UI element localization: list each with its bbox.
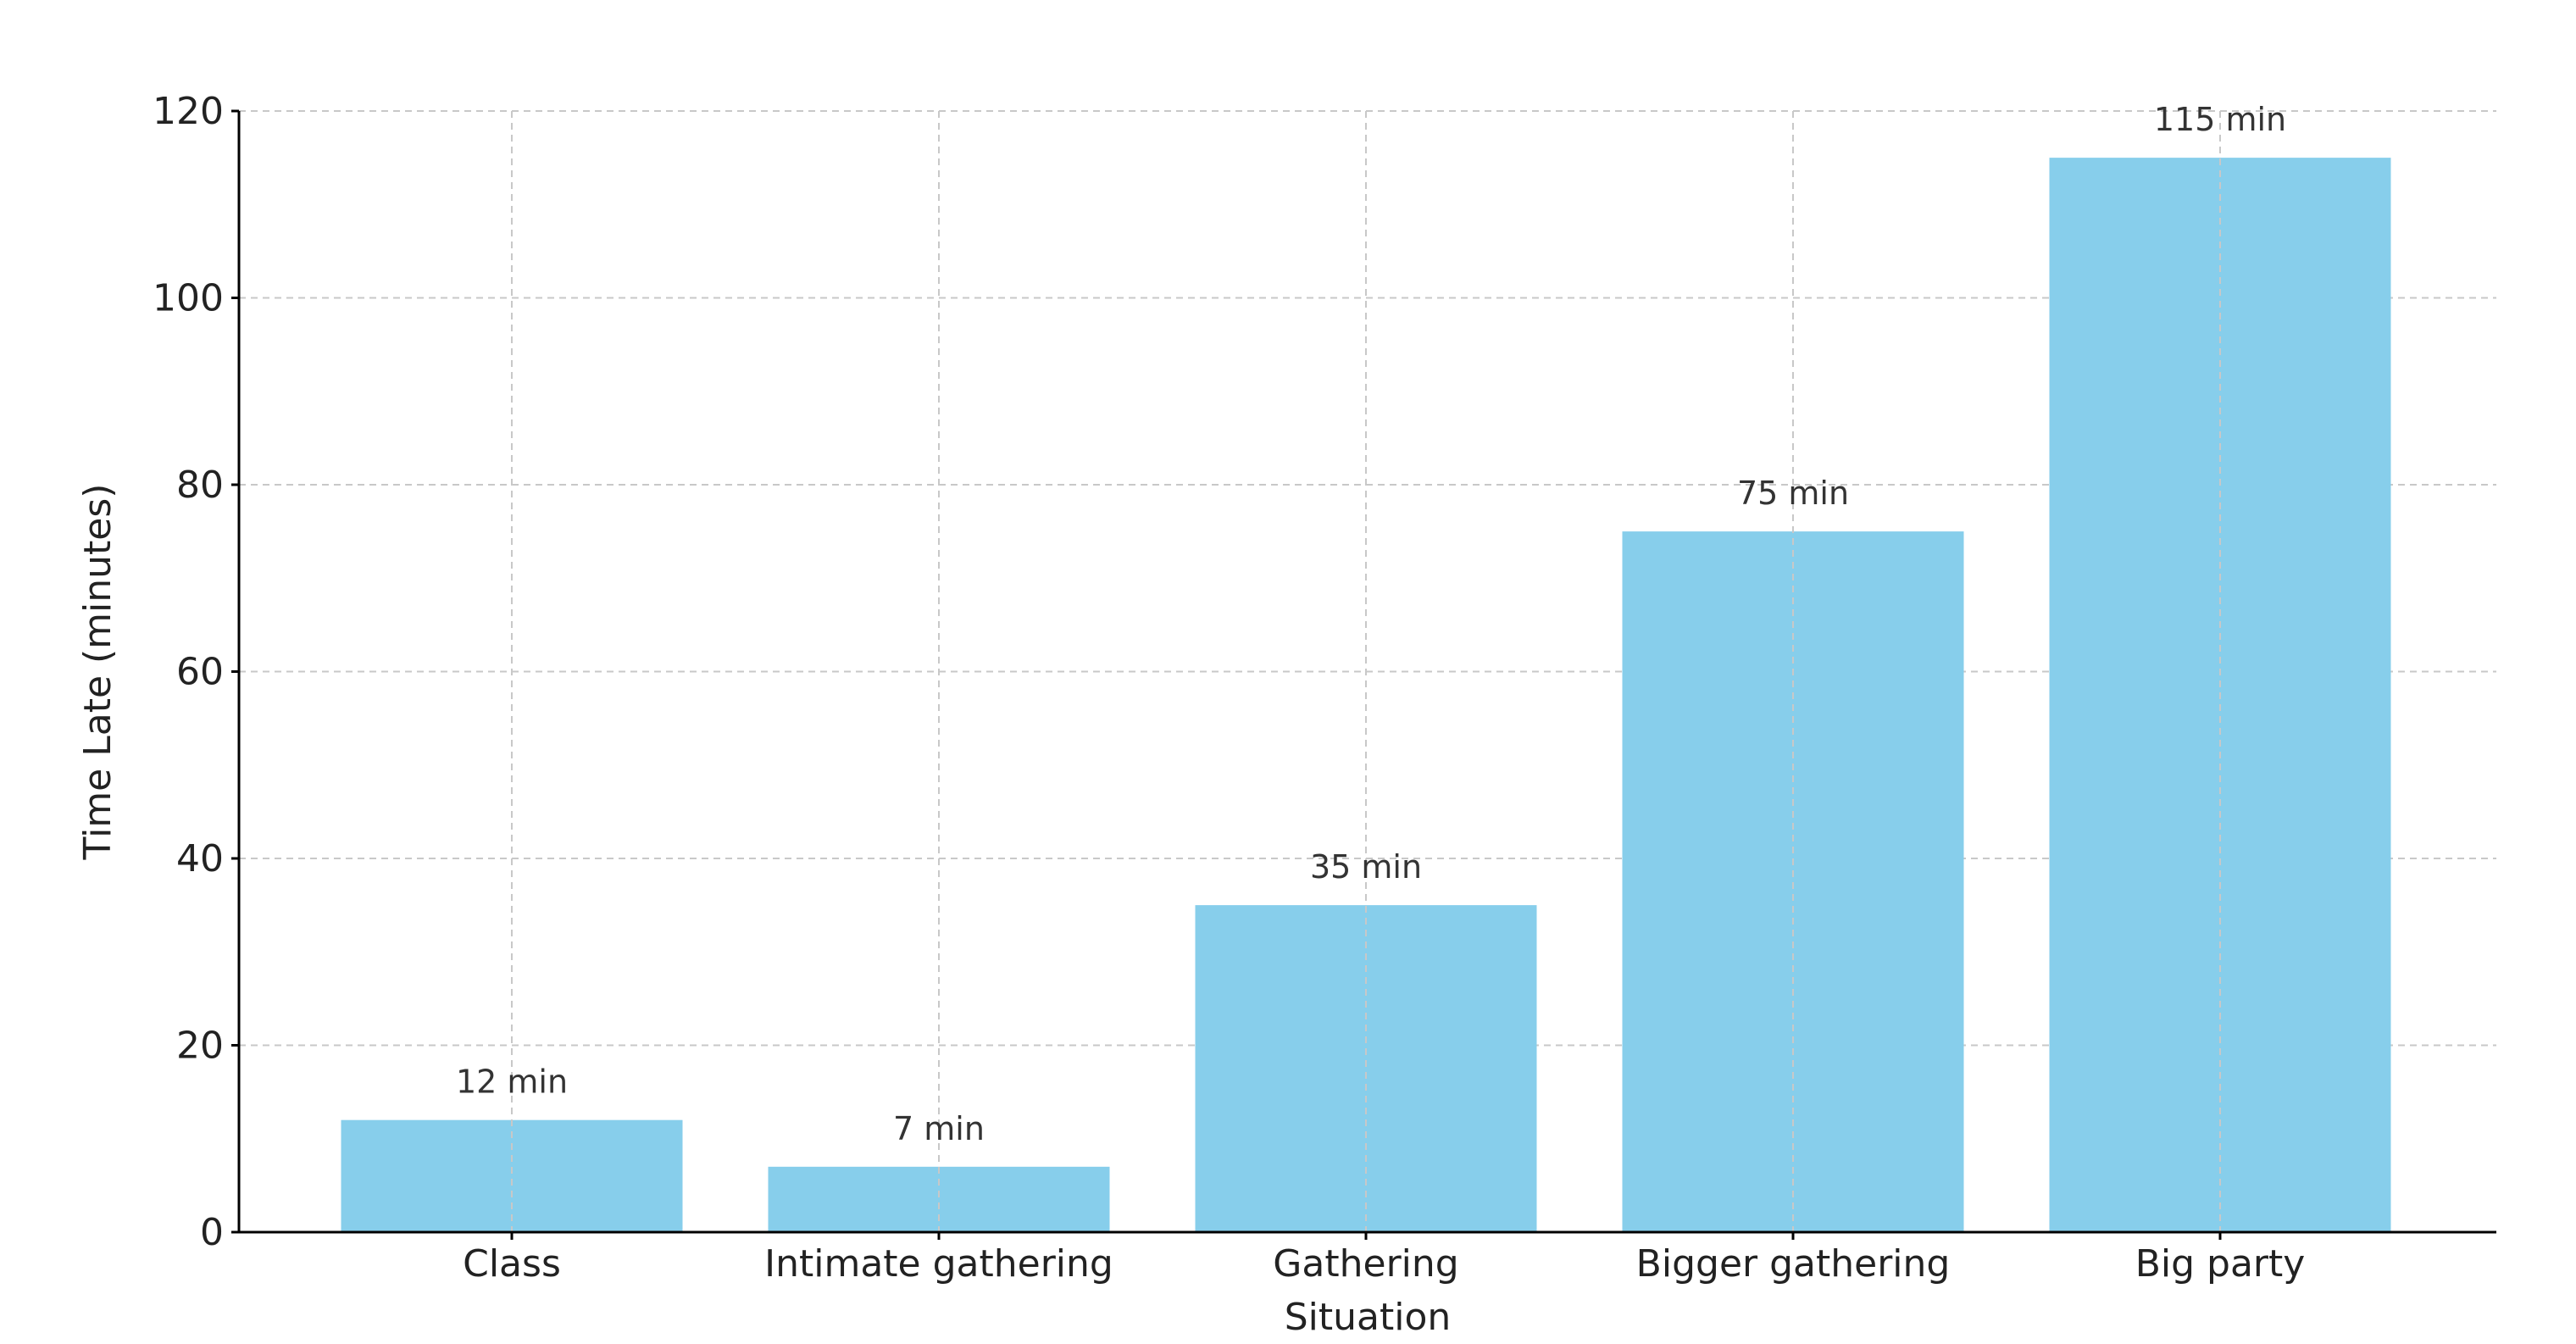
x-axis-label: Situation [1285,1296,1452,1339]
bar-value-label: 12 min [456,1064,568,1101]
y-tick-label: 60 [176,651,224,694]
bar-value-label: 115 min [2154,101,2286,138]
y-axis-label: Time Late (minutes) [76,484,119,861]
y-tick-label: 0 [200,1211,224,1254]
bar-value-label: 75 min [1737,475,1849,512]
y-tick-label: 80 [176,464,224,507]
bar [341,1119,683,1232]
bar-value-label: 7 min [893,1110,985,1147]
x-tick-label: Class [463,1242,561,1286]
y-ticks: 0 20 40 60 80 100 120 [153,90,239,1254]
vertical-grid [511,111,2221,1232]
x-ticks: Class Intimate gathering Gathering Bigger g… [463,1232,2305,1286]
data-labels: 12 min 7 min 35 min 75 min 115 min [456,101,2286,1147]
bar-value-label: 35 min [1310,848,1422,886]
y-tick-label: 40 [176,837,224,880]
x-tick-label: Big party [2135,1242,2306,1286]
y-tick-label: 20 [176,1025,224,1068]
y-tick-label: 120 [153,90,224,133]
y-tick-label: 100 [153,277,224,320]
bar [768,1166,1110,1232]
x-tick-label: Bigger gathering [1636,1242,1951,1286]
x-tick-label: Intimate gathering [764,1242,1113,1286]
x-tick-label: Gathering [1273,1242,1458,1286]
